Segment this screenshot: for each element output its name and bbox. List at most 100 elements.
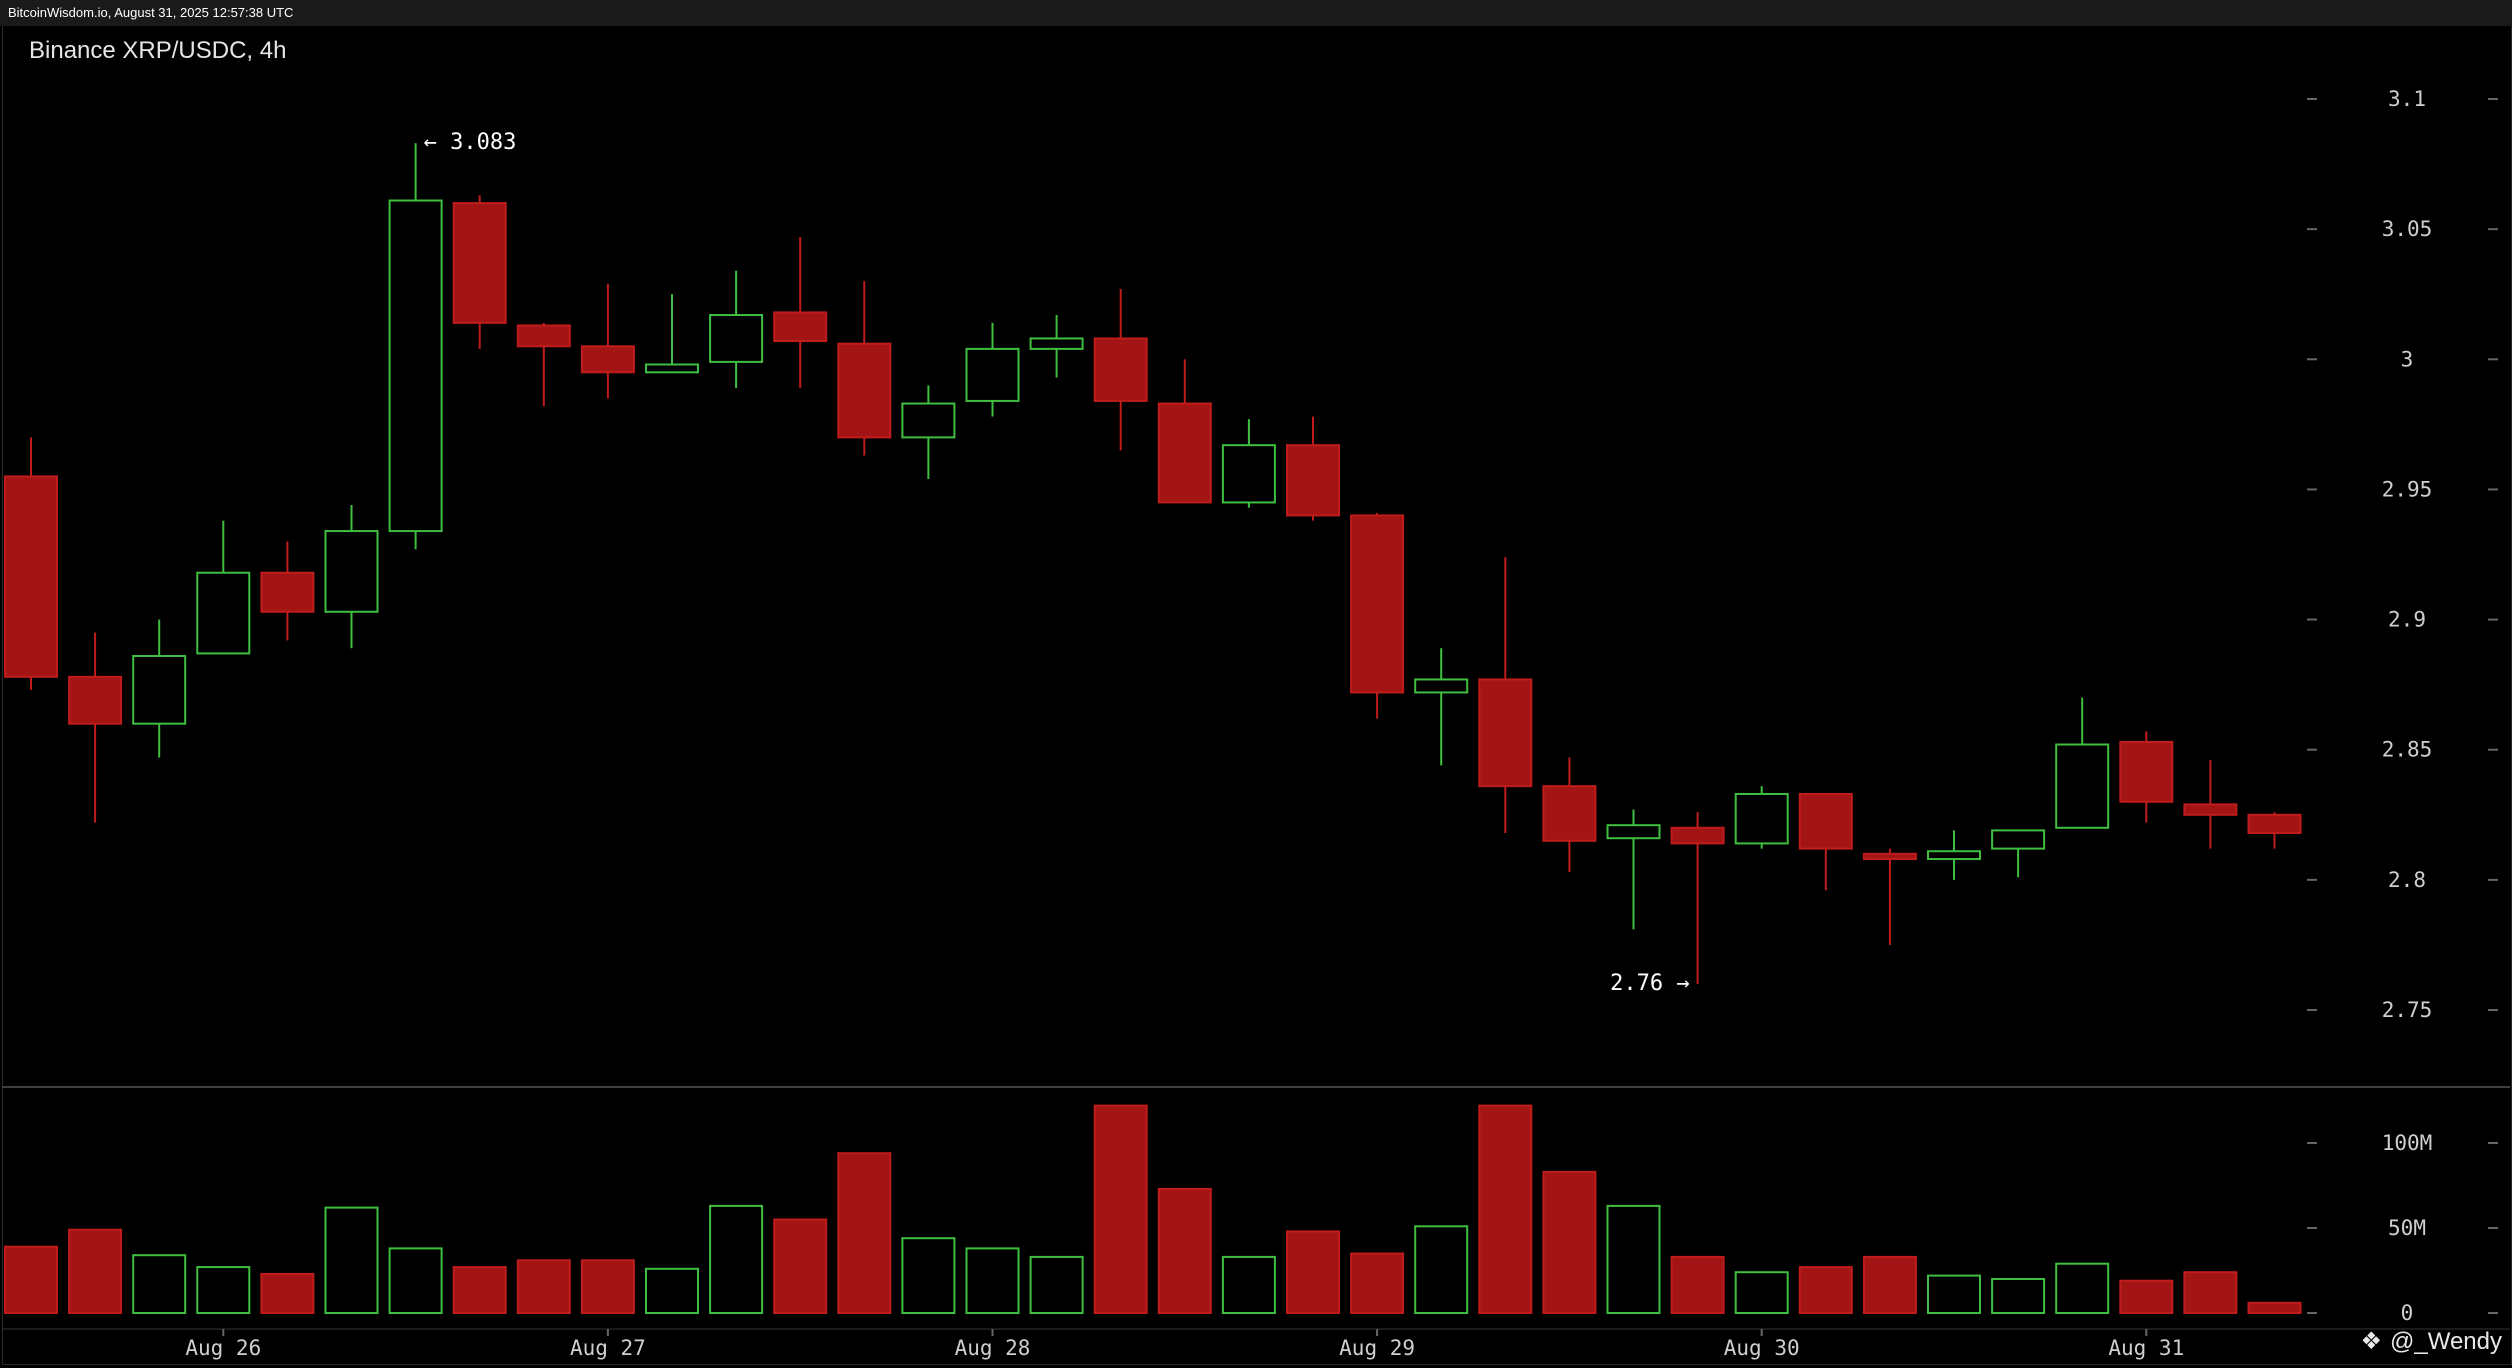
volume-bar-down	[2247, 1301, 2302, 1315]
candle-body-down	[4, 475, 58, 678]
candle-body-up	[324, 530, 379, 613]
volume-bar-down	[1862, 1255, 1917, 1315]
volume-bars	[4, 1104, 2302, 1315]
volume-bar-up	[324, 1206, 379, 1314]
candle-body-down	[1542, 785, 1597, 842]
diamond-logo-icon: ❖	[2360, 1328, 2383, 1355]
candle-body-down	[1286, 444, 1340, 517]
price-tick-label: 2.8	[2388, 868, 2426, 892]
volume-bar-down	[773, 1218, 828, 1314]
candle-body-down	[2247, 813, 2302, 835]
volume-bar-down	[1670, 1255, 1725, 1315]
price-annotation: ← 3.083	[424, 130, 517, 155]
candle-body-up	[709, 314, 764, 363]
volume-bar-up	[1029, 1255, 1084, 1315]
volume-bar-down	[580, 1259, 635, 1315]
source-timestamp: BitcoinWisdom.io, August 31, 2025 12:57:…	[8, 5, 294, 20]
candle-body-down	[68, 675, 123, 725]
volume-bar-up	[388, 1247, 443, 1315]
candle-body-up	[1991, 829, 2046, 850]
watermark: ❖ @_Wendy	[2361, 1327, 2503, 1356]
volume-bar-down	[1542, 1170, 1597, 1315]
volume-tick-label: 50M	[2388, 1216, 2426, 1240]
volume-bar-down	[516, 1259, 571, 1315]
volume-bar-up	[709, 1204, 764, 1315]
date-label: Aug 31	[2108, 1336, 2184, 1360]
candle-body-down	[580, 345, 635, 374]
volume-bar-down	[1286, 1230, 1340, 1315]
candle-body-down	[1157, 402, 1212, 504]
volume-bar-up	[1927, 1274, 1981, 1314]
candle-body-up	[1927, 850, 1981, 861]
volume-bar-down	[452, 1266, 507, 1314]
volume-bar-up	[1734, 1271, 1789, 1314]
candle-body-up	[196, 571, 251, 655]
date-label: Aug 30	[1724, 1336, 1800, 1360]
candle-body-down	[516, 324, 571, 348]
volume-bar-down	[2183, 1271, 2238, 1314]
volume-bar-up	[1606, 1204, 1661, 1315]
volume-bar-down	[1798, 1266, 1853, 1314]
volume-bar-up	[901, 1237, 956, 1314]
volume-tick-label: 100M	[2382, 1131, 2433, 1155]
price-tick-label: 3	[2401, 347, 2414, 371]
price-annotations: ← 3.083 2.76 →	[424, 130, 1690, 996]
candle-body-down	[2183, 803, 2238, 816]
volume-bar-up	[1991, 1278, 2046, 1314]
volume-bar-up	[132, 1254, 187, 1314]
candle-body-up	[645, 363, 699, 374]
candle-body-up	[965, 347, 1020, 402]
candle-body-down	[1350, 514, 1405, 694]
candle-body-up	[1734, 792, 1789, 845]
candle-body-up	[1029, 337, 1084, 350]
candle-body-down	[260, 571, 315, 613]
top-bar: BitcoinWisdom.io, August 31, 2025 12:57:…	[0, 0, 2512, 26]
axis-grid	[2, 98, 2510, 1336]
volume-bar-up	[645, 1267, 699, 1315]
price-annotation: 2.76 →	[1610, 971, 1689, 996]
watermark-text: @_Wendy	[2390, 1327, 2502, 1355]
price-tick-label: 2.85	[2382, 738, 2433, 762]
volume-bar-up	[1414, 1225, 1469, 1315]
candle-body-up	[2055, 743, 2110, 829]
volume-bar-up	[965, 1247, 1020, 1315]
candle-body-down	[1478, 678, 1533, 788]
volume-bar-up	[196, 1266, 251, 1314]
volume-bar-down	[2119, 1279, 2174, 1314]
volume-bar-down	[1350, 1252, 1405, 1314]
candle-body-up	[1414, 678, 1469, 694]
volume-bar-down	[1093, 1104, 1148, 1314]
volume-bar-down	[68, 1228, 123, 1314]
volume-bar-down	[1478, 1104, 1533, 1314]
candle-body-up	[1606, 824, 1661, 840]
chart-title: Binance XRP/USDC, 4h	[29, 37, 287, 64]
volume-bar-down	[4, 1245, 58, 1314]
price-tick-label: 2.75	[2382, 998, 2433, 1022]
volume-bar-down	[837, 1152, 892, 1314]
price-tick-label: 3.05	[2382, 217, 2433, 241]
candle-body-up	[132, 655, 187, 725]
date-label: Aug 29	[1339, 1336, 1415, 1360]
price-tick-label: 3.1	[2388, 87, 2426, 111]
candle-body-down	[837, 342, 892, 439]
candle-body-down	[452, 202, 507, 324]
candle-body-up	[388, 199, 443, 533]
candle-body-down	[1093, 337, 1148, 402]
candle-body-up	[901, 402, 956, 439]
date-label: Aug 26	[185, 1336, 261, 1360]
axis-labels: 2.75 2.8 2.85 2.9 2.95 3 3.05 3.1 0 50M 100M Aug 26…	[185, 87, 2432, 1360]
candle-body-down	[773, 311, 828, 343]
date-label: Aug 27	[570, 1336, 646, 1360]
candle-wicks	[30, 143, 2276, 984]
price-tick-label: 2.95	[2382, 477, 2433, 501]
volume-bar-down	[1157, 1187, 1212, 1315]
candle-body-down	[2119, 740, 2174, 803]
date-label: Aug 28	[955, 1336, 1031, 1360]
candle-bodies	[4, 199, 2302, 861]
volume-bar-up	[2055, 1262, 2110, 1314]
candle-body-down	[1670, 826, 1725, 845]
volume-bar-up	[1221, 1255, 1276, 1315]
candle-body-down	[1862, 852, 1917, 861]
price-tick-label: 2.9	[2388, 608, 2426, 632]
